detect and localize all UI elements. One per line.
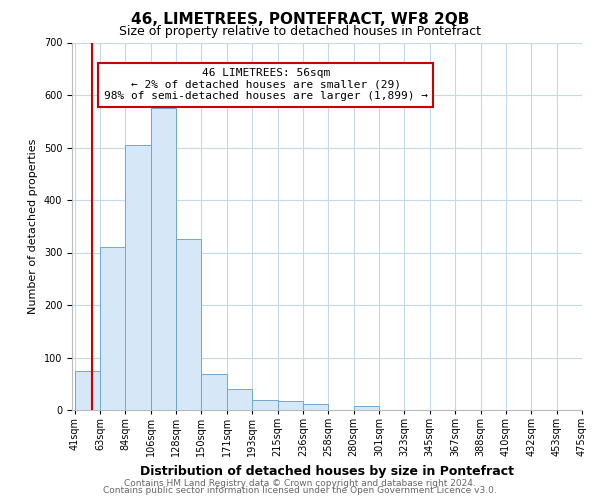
Bar bbox=[125, 145, 151, 410]
Bar bbox=[151, 108, 176, 410]
Text: 46, LIMETREES, PONTEFRACT, WF8 2QB: 46, LIMETREES, PONTEFRACT, WF8 2QB bbox=[131, 12, 469, 28]
Y-axis label: Number of detached properties: Number of detached properties bbox=[28, 138, 38, 314]
Bar bbox=[100, 248, 125, 410]
Bar bbox=[202, 374, 227, 410]
Bar bbox=[74, 370, 100, 410]
Bar bbox=[303, 404, 328, 410]
Bar bbox=[176, 240, 202, 410]
Bar bbox=[227, 389, 252, 410]
Text: 46 LIMETREES: 56sqm
← 2% of detached houses are smaller (29)
98% of semi-detache: 46 LIMETREES: 56sqm ← 2% of detached hou… bbox=[104, 68, 428, 102]
Text: Size of property relative to detached houses in Pontefract: Size of property relative to detached ho… bbox=[119, 25, 481, 38]
Text: Contains HM Land Registry data © Crown copyright and database right 2024.: Contains HM Land Registry data © Crown c… bbox=[124, 478, 476, 488]
Text: Contains public sector information licensed under the Open Government Licence v3: Contains public sector information licen… bbox=[103, 486, 497, 495]
Bar bbox=[353, 406, 379, 410]
X-axis label: Distribution of detached houses by size in Pontefract: Distribution of detached houses by size … bbox=[140, 464, 514, 477]
Bar bbox=[278, 400, 303, 410]
Bar bbox=[252, 400, 278, 410]
